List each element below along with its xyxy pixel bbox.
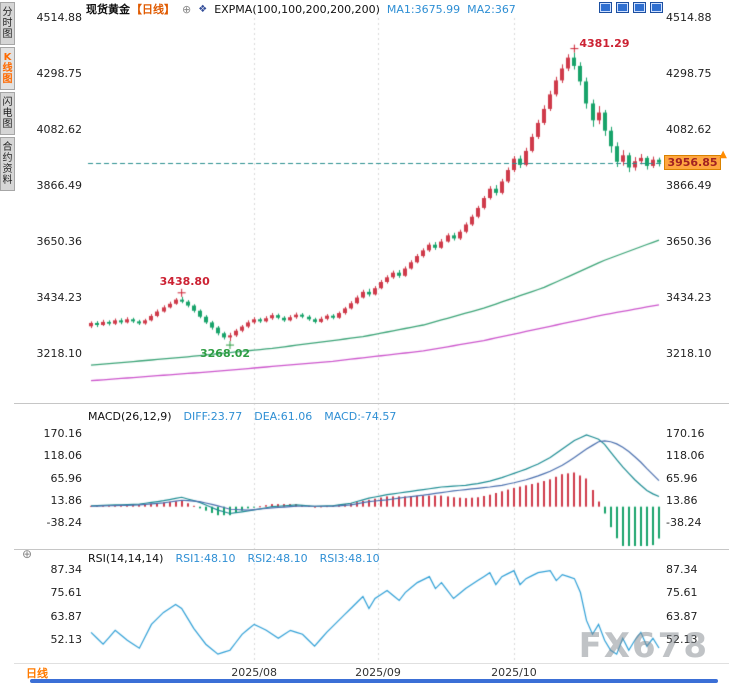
panel-separator xyxy=(14,663,729,664)
sidebar-tab-tick-chart[interactable]: 闪电图 xyxy=(0,92,15,135)
symbol-name: 现货黄金 xyxy=(86,3,130,16)
window-controls xyxy=(599,2,663,13)
rsi2-value: RSI2:48.10 xyxy=(247,552,308,565)
add-indicator-icon[interactable]: ⊕ xyxy=(182,2,192,16)
price-axis-label: 3650.36 xyxy=(666,235,712,248)
date-axis-label: 2025/09 xyxy=(355,666,401,679)
sidebar-tab-contract-info[interactable]: 合约资料 xyxy=(0,137,15,191)
sidebar-tab-kline-chart[interactable]: K线图 xyxy=(0,47,15,90)
macd-axis-label: 170.16 xyxy=(666,427,705,440)
rsi-header: RSI(14,14,14) RSI1:48.10 RSI2:48.10 RSI3… xyxy=(88,552,380,565)
macd-value: MACD:-74.57 xyxy=(324,410,397,423)
sidebar-tab-time-chart[interactable]: 分时图 xyxy=(0,2,15,45)
rsi-axis-label: 52.13 xyxy=(50,633,83,646)
price-axis-label: 4082.62 xyxy=(36,123,83,136)
price-axis-label: 4082.62 xyxy=(666,123,712,136)
panel-separator xyxy=(14,549,729,550)
price-axis-label: 3434.23 xyxy=(36,291,83,304)
layout-split-button[interactable] xyxy=(650,2,663,13)
macd-header: MACD(26,12,9) DIFF:23.77 DEA:61.06 MACD:… xyxy=(88,410,396,423)
sidebar: 分时图 K线图 闪电图 合约资料 xyxy=(0,2,15,191)
macd-axis-label: 65.96 xyxy=(50,471,83,485)
price-annotation: 3268.02 xyxy=(199,347,251,361)
rsi-axis-label: 63.87 xyxy=(666,609,698,623)
price-axis-label: 3218.10 xyxy=(36,347,83,360)
ma2-value: MA2:367 xyxy=(467,2,516,16)
macd-axis-label: -38.24 xyxy=(666,516,702,529)
macd-axis-label: 13.86 xyxy=(50,493,83,507)
layout-grid-button[interactable] xyxy=(599,2,612,13)
macd-axis-label: 170.16 xyxy=(43,427,83,440)
indicator-icon[interactable]: ❖ xyxy=(198,3,208,15)
ma1-value: MA1:3675.99 xyxy=(386,2,461,16)
price-annotation: 4381.29 xyxy=(579,36,630,50)
macd-axis-label: 13.86 xyxy=(666,493,698,507)
price-axis-label: 3650.36 xyxy=(36,235,83,248)
price-annotation: 3438.80 xyxy=(159,274,210,288)
macd-axis-label: 118.06 xyxy=(43,449,83,463)
layout-cascade-button[interactable] xyxy=(633,2,646,13)
rsi-settings-icon[interactable]: ⊕ xyxy=(22,547,33,561)
expma-label: EXPMA(100,100,200,200,200) xyxy=(214,2,380,16)
date-axis-label: 2025/08 xyxy=(231,666,278,679)
rsi-axis-label: 87.34 xyxy=(666,563,698,576)
chart-header: 现货黄金 【日线】 ⊕ ❖ EXPMA(100,100,200,200,200)… xyxy=(86,1,516,17)
watermark: FX678 xyxy=(578,626,709,666)
price-axis-label: 3866.49 xyxy=(666,179,712,192)
macd-axis-label: -38.24 xyxy=(46,516,82,529)
layout-tile-button[interactable] xyxy=(616,2,629,13)
footer-period-label: 日线 xyxy=(26,667,48,680)
rsi1-value: RSI1:48.10 xyxy=(175,552,236,565)
rsi-axis-label: 75.61 xyxy=(666,586,698,600)
last-price-tag: 3956.85 xyxy=(664,154,721,170)
rsi-axis-label: 52.13 xyxy=(666,633,698,646)
price-axis-label: 4514.88 xyxy=(36,11,83,24)
horizontal-scrollbar[interactable] xyxy=(30,679,718,683)
date-axis-label: 2025/10 xyxy=(491,666,537,679)
macd-axis-label: 118.06 xyxy=(666,449,705,463)
macd-axis-label: 65.96 xyxy=(666,471,698,485)
rsi-axis-label: 63.87 xyxy=(50,609,83,623)
price-up-arrow-icon: ▲ xyxy=(719,148,727,160)
panel-separator xyxy=(14,403,729,404)
price-axis-label: 3434.23 xyxy=(666,291,712,304)
price-axis-label: 4514.88 xyxy=(666,11,712,24)
macd-name: MACD(26,12,9) xyxy=(88,410,172,423)
price-axis-label: 3866.49 xyxy=(36,179,83,192)
rsi-axis-label: 75.61 xyxy=(50,586,83,600)
rsi3-value: RSI3:48.10 xyxy=(319,552,380,565)
macd-dea-value: DEA:61.06 xyxy=(254,410,313,423)
period-tag: 【日线】 xyxy=(131,3,175,16)
price-axis-label: 4298.75 xyxy=(666,67,712,80)
price-axis-label: 3218.10 xyxy=(666,347,712,360)
rsi-name: RSI(14,14,14) xyxy=(88,552,164,565)
price-axis-label: 4298.75 xyxy=(36,67,83,80)
rsi-axis-label: 87.34 xyxy=(50,563,83,576)
macd-diff-value: DIFF:23.77 xyxy=(183,410,243,423)
